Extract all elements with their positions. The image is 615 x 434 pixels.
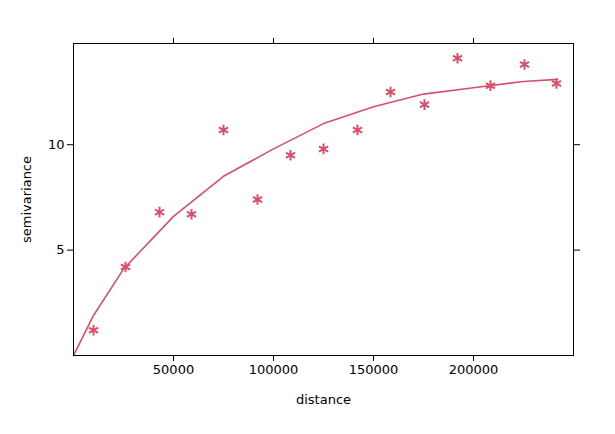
svg-text:10: 10 xyxy=(48,137,65,152)
svg-text:distance: distance xyxy=(296,392,351,407)
svg-text:semivariance: semivariance xyxy=(19,156,34,243)
svg-text:50000: 50000 xyxy=(153,362,194,377)
svg-text:150000: 150000 xyxy=(349,362,399,377)
svg-text:100000: 100000 xyxy=(249,362,299,377)
svg-text:200000: 200000 xyxy=(449,362,499,377)
svg-text:5: 5 xyxy=(56,242,64,257)
